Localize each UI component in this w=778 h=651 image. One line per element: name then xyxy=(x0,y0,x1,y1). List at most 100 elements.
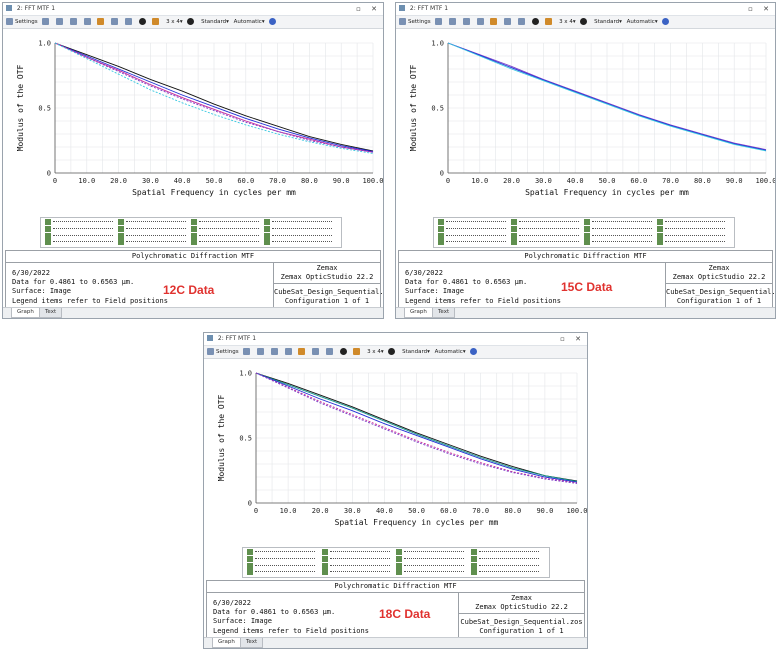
legend-swatch xyxy=(191,239,197,246)
legend-entry xyxy=(247,569,317,576)
legend-entry-line xyxy=(665,227,725,230)
help-button[interactable] xyxy=(269,16,278,28)
series-line-2 xyxy=(447,42,767,151)
legend-entry xyxy=(264,239,334,246)
window-controls[interactable]: ▫ ✕ xyxy=(748,5,773,13)
legend-swatch xyxy=(511,239,517,246)
refresh-button[interactable] xyxy=(243,346,252,358)
tab-text[interactable]: Text xyxy=(39,308,63,318)
zoom-button[interactable] xyxy=(152,16,161,28)
rectangle-button[interactable] xyxy=(504,16,513,28)
automatic-label: Automatic xyxy=(626,19,655,25)
refresh-button[interactable] xyxy=(435,16,444,28)
text-button[interactable] xyxy=(339,346,349,358)
refresh-button[interactable] xyxy=(42,16,51,28)
toolbar: Settings 3 x 4▾ Standard▾ Automatic▾ xyxy=(3,16,383,29)
clock-button[interactable] xyxy=(580,16,589,28)
legend-swatch xyxy=(118,219,124,225)
legend-entry xyxy=(321,555,392,562)
print-button[interactable] xyxy=(83,16,93,28)
rectangle-button[interactable] xyxy=(111,16,120,28)
automatic-dropdown[interactable]: Automatic▾ xyxy=(627,16,658,28)
layout-dropdown[interactable]: 3 x 4▾ xyxy=(559,16,576,28)
clock-button[interactable] xyxy=(388,346,397,358)
tab-bar: Graph Text xyxy=(396,307,775,318)
layout-label: 3 x 4 xyxy=(166,19,180,25)
legend-swatch xyxy=(584,219,590,225)
line-button[interactable] xyxy=(325,346,335,358)
legend-entry-line xyxy=(478,551,539,553)
text-button[interactable] xyxy=(138,16,148,28)
standard-dropdown[interactable]: Standard▾ xyxy=(402,346,430,358)
print-button[interactable] xyxy=(476,16,486,28)
legend-entry xyxy=(191,219,261,225)
tab-bar: Graph Text xyxy=(204,637,587,648)
window-titlebar[interactable]: 2: FFT MTF 1 ▫ ✕ xyxy=(396,3,775,16)
save-button[interactable] xyxy=(69,16,79,28)
save-button[interactable] xyxy=(462,16,472,28)
help-button[interactable] xyxy=(662,16,671,28)
legend-entry-line xyxy=(272,227,332,230)
x-tick-label: 70.0 xyxy=(472,507,489,515)
copy-button[interactable] xyxy=(56,16,65,28)
help-button[interactable] xyxy=(470,346,479,358)
legend-swatch xyxy=(247,562,253,569)
automatic-dropdown[interactable]: Automatic▾ xyxy=(435,346,466,358)
copy-button[interactable] xyxy=(449,16,458,28)
info-details: 6/30/2022 Data for 0.4861 to 0.6563 μm. Su… xyxy=(405,269,527,296)
save-button[interactable] xyxy=(270,346,280,358)
window-controls[interactable]: ▫ ✕ xyxy=(560,335,585,343)
info-date: 6/30/2022 xyxy=(12,269,50,277)
chart-legend xyxy=(433,217,735,248)
tab-text[interactable]: Text xyxy=(432,308,456,318)
settings-button[interactable]: Settings xyxy=(6,16,38,28)
legend-swatch xyxy=(45,225,51,232)
layout-dropdown[interactable]: 3 x 4▾ xyxy=(166,16,183,28)
pencil-button[interactable] xyxy=(97,16,106,28)
text-button[interactable] xyxy=(531,16,541,28)
legend-entry xyxy=(438,232,508,239)
print-button[interactable] xyxy=(284,346,294,358)
info-box: Polychromatic Diffraction MTF 6/30/2022 D… xyxy=(206,580,585,640)
settings-button[interactable]: Settings xyxy=(207,346,239,358)
x-tick-label: 60.0 xyxy=(440,507,457,515)
window-titlebar[interactable]: 2: FFT MTF 1 ▫ ✕ xyxy=(3,3,383,16)
legend-entry xyxy=(584,239,654,246)
tab-graph[interactable]: Graph xyxy=(404,308,433,318)
legend-entry-line xyxy=(478,571,539,573)
tab-graph[interactable]: Graph xyxy=(212,638,241,648)
standard-label: Standard xyxy=(402,349,428,355)
data-caption: 18C Data xyxy=(379,607,431,621)
gear-icon xyxy=(399,18,406,25)
x-tick-label: 40.0 xyxy=(174,177,191,185)
x-tick-label: 0 xyxy=(53,177,57,185)
x-tick-label: 100.0 xyxy=(362,177,383,185)
info-data-range: Data for 0.4861 to 0.6563 μm. xyxy=(213,608,336,616)
pencil-button[interactable] xyxy=(298,346,307,358)
line-button[interactable] xyxy=(517,16,527,28)
standard-dropdown[interactable]: Standard▾ xyxy=(201,16,229,28)
legend-entry xyxy=(438,219,508,225)
zoom-button[interactable] xyxy=(353,346,362,358)
tab-text[interactable]: Text xyxy=(240,638,264,648)
line-button[interactable] xyxy=(124,16,134,28)
window-app-icon xyxy=(399,5,405,11)
window-controls[interactable]: ▫ ✕ xyxy=(356,5,381,13)
rectangle-button[interactable] xyxy=(312,346,321,358)
zoom-button[interactable] xyxy=(545,16,554,28)
info-box: Polychromatic Diffraction MTF 6/30/2022 D… xyxy=(398,250,775,310)
automatic-dropdown[interactable]: Automatic▾ xyxy=(234,16,265,28)
standard-dropdown[interactable]: Standard▾ xyxy=(594,16,622,28)
legend-entry-line xyxy=(255,557,315,560)
settings-button[interactable]: Settings xyxy=(399,16,431,28)
copy-button[interactable] xyxy=(257,346,266,358)
legend-entry-line xyxy=(446,241,506,243)
rectangle-icon xyxy=(504,18,512,25)
legend-entry xyxy=(584,219,654,225)
layout-dropdown[interactable]: 3 x 4▾ xyxy=(367,346,384,358)
data-caption: 12C Data xyxy=(163,283,215,297)
pencil-button[interactable] xyxy=(490,16,499,28)
window-titlebar[interactable]: 2: FFT MTF 1 ▫ ✕ xyxy=(204,333,587,346)
tab-graph[interactable]: Graph xyxy=(11,308,40,318)
clock-button[interactable] xyxy=(187,16,196,28)
